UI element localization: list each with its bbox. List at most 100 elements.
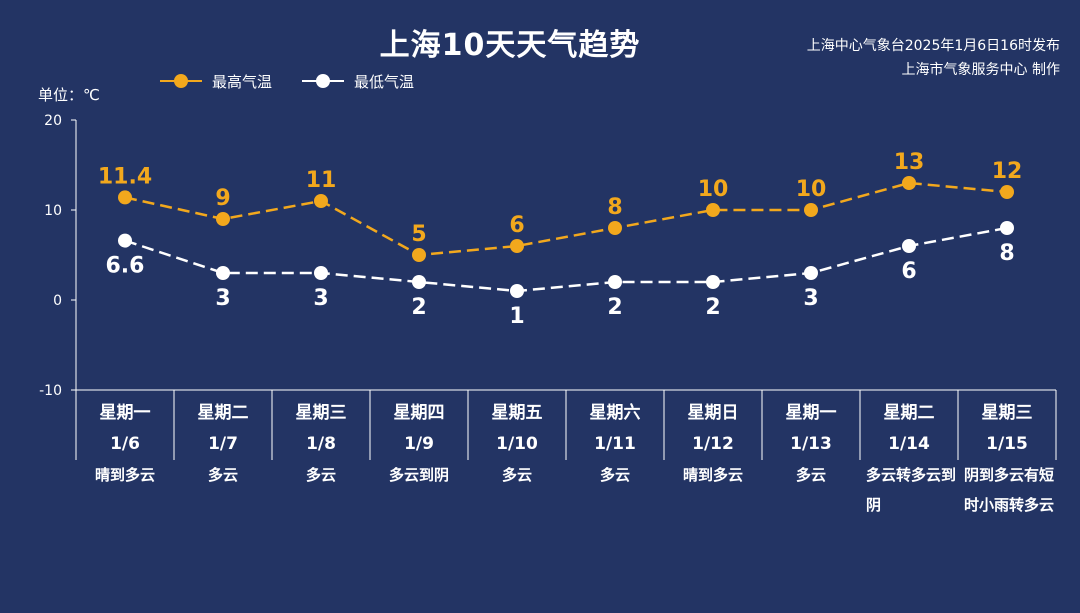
data-point-low [510,284,524,298]
day-column: 星期四 1/9 多云到阴 [370,398,468,490]
weather-label: 多云 [599,466,630,484]
weather-label: 多云 [795,466,826,484]
data-label-low: 2 [705,295,720,320]
legend-label-high: 最高气温 [212,72,273,91]
data-label-low: 8 [999,241,1014,266]
data-point-low [902,239,916,253]
data-label-low: 6 [901,259,916,284]
date-label: 1/12 [692,434,734,454]
data-point-high [608,221,622,235]
weather-label: 多云到阴 [388,466,449,484]
data-label-low: 2 [411,295,426,320]
day-column: 星期二 1/7 多云 [174,398,272,490]
data-point-high [216,212,230,226]
y-tick-label: 10 [44,203,62,219]
weekday-label: 星期日 [687,403,739,423]
data-label-high: 5 [411,222,426,247]
data-label-low: 6.6 [106,254,145,279]
weekday-label: 星期六 [589,403,641,423]
data-label-low: 3 [803,286,818,311]
data-label-high: 11.4 [98,164,152,189]
data-label-high: 12 [992,159,1023,184]
date-label: 1/6 [110,434,140,454]
y-tick-label: 20 [44,113,62,129]
weather-label: 多云 [207,466,238,484]
data-point-high [902,176,916,190]
date-label: 1/8 [306,434,336,454]
data-point-high [1000,185,1014,199]
legend-swatch-high [160,73,202,89]
data-point-low [608,275,622,289]
weekday-label: 星期二 [883,403,935,423]
source-line-producer: 上海市气象服务中心 制作 [901,62,1060,78]
data-point-low [1000,221,1014,235]
date-label: 1/7 [208,434,238,454]
weekday-label: 星期五 [491,403,543,423]
y-tick-label: 0 [53,293,62,309]
data-label-high: 8 [607,195,622,220]
weekday-label: 星期三 [981,403,1033,423]
legend-swatch-low [302,73,345,89]
date-label: 1/10 [496,434,538,454]
date-label: 1/14 [888,434,930,454]
day-column: 星期五 1/10 多云 [468,398,566,490]
data-point-high [804,203,818,217]
data-point-low [706,275,720,289]
data-point-low [412,275,426,289]
date-label: 1/9 [404,434,434,454]
date-label: 1/13 [790,434,832,454]
data-label-low: 3 [215,286,230,311]
source-line-issuer: 上海中心气象台2025年1月6日16时发布 [806,38,1060,54]
day-column: 星期六 1/11 多云 [566,398,664,490]
day-column: 星期一 1/6 晴到多云 [76,398,174,490]
legend-label-low: 最低气温 [354,72,415,91]
day-column: 星期三 1/15 阴到多云有短 时小雨转多云 [958,398,1056,520]
legend-item-high[interactable]: 最高气温 [160,71,272,92]
data-point-high [314,194,328,208]
series-line-high [124,181,1008,257]
day-column: 星期二 1/14 多云转多云到阴 [860,398,958,520]
chart-title: 上海10天天气趋势 [379,28,641,63]
date-label: 1/11 [594,434,636,454]
data-label-low: 2 [607,295,622,320]
weather-label: 多云 [305,466,336,484]
data-point-low [216,266,230,280]
data-label-high: 10 [796,177,827,202]
data-label-high: 10 [698,177,729,202]
data-label-low: 3 [313,286,328,311]
data-point-high [510,239,524,253]
date-label: 1/15 [986,434,1028,454]
data-point-low [804,266,818,280]
weekday-label: 星期三 [295,403,347,423]
data-point-high [706,203,720,217]
data-label-high: 6 [509,213,524,238]
weather-label: 晴到多云 [94,466,155,484]
weather-label: 多云转多云到阴 [866,466,957,514]
legend-item-low[interactable]: 最低气温 [302,71,414,92]
series-line-low [124,226,1008,293]
weather-label: 多云 [501,466,532,484]
weather-label: 阴到多云有短 时小雨转多云 [964,466,1055,514]
weather-label: 晴到多云 [682,466,743,484]
day-column: 星期一 1/13 多云 [762,398,860,490]
y-tick-label: -10 [39,383,62,399]
weekday-label: 星期一 [99,403,151,423]
weekday-label: 星期四 [393,403,445,423]
day-column: 星期三 1/8 多云 [272,398,370,490]
data-point-low [118,233,132,248]
data-label-high: 9 [215,186,230,211]
day-column: 星期日 1/12 晴到多云 [664,398,762,490]
data-point-low [314,266,328,280]
data-point-high [118,190,132,205]
data-label-low: 1 [509,304,524,329]
data-label-high: 11 [306,168,337,193]
data-point-high [412,248,426,262]
legend: 最高气温 最低气温 [160,70,444,92]
data-label-high: 13 [894,150,925,175]
unit-label: 单位：℃ [38,86,100,104]
day-columns: 星期一 1/6 晴到多云 星期二 1/7 多云 星期三 1/8 多云 星期四 1/9 多云到阴 星期五 1… [76,398,1056,613]
weekday-label: 星期二 [197,403,249,423]
weekday-label: 星期一 [785,403,837,423]
source-info: 上海中心气象台2025年1月6日16时发布 上海市气象服务中心 制作 [807,34,1060,82]
